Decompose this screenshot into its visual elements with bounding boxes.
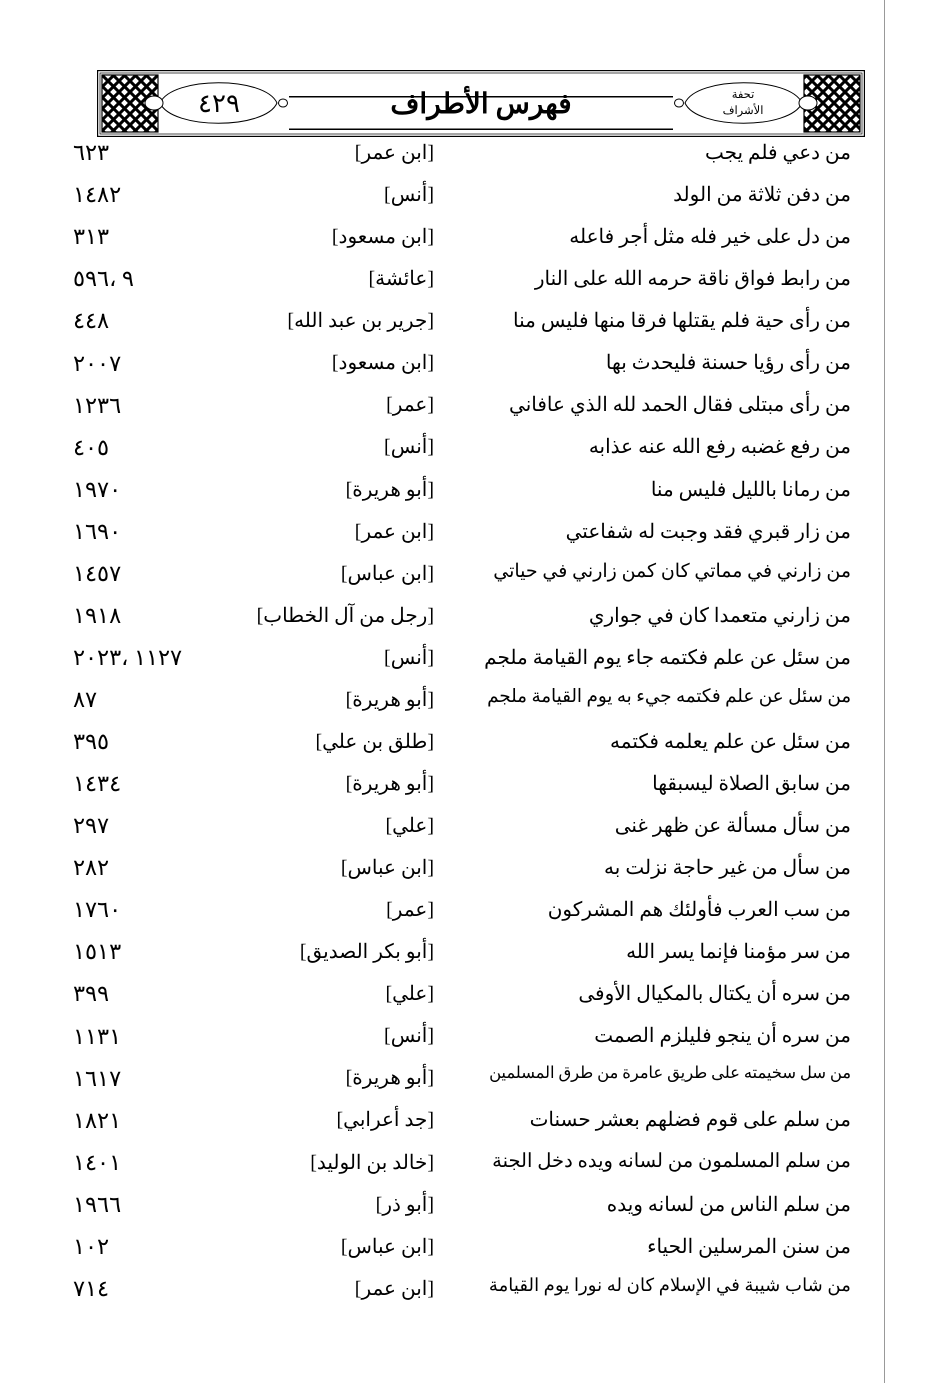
svg-text:فهرس الأطراف: فهرس الأطراف bbox=[390, 86, 571, 121]
svg-text:الأشراف: الأشراف bbox=[723, 102, 764, 117]
svg-text:٤٢٩: ٤٢٩ bbox=[198, 89, 240, 118]
svg-text:تحفة: تحفة bbox=[732, 89, 755, 101]
